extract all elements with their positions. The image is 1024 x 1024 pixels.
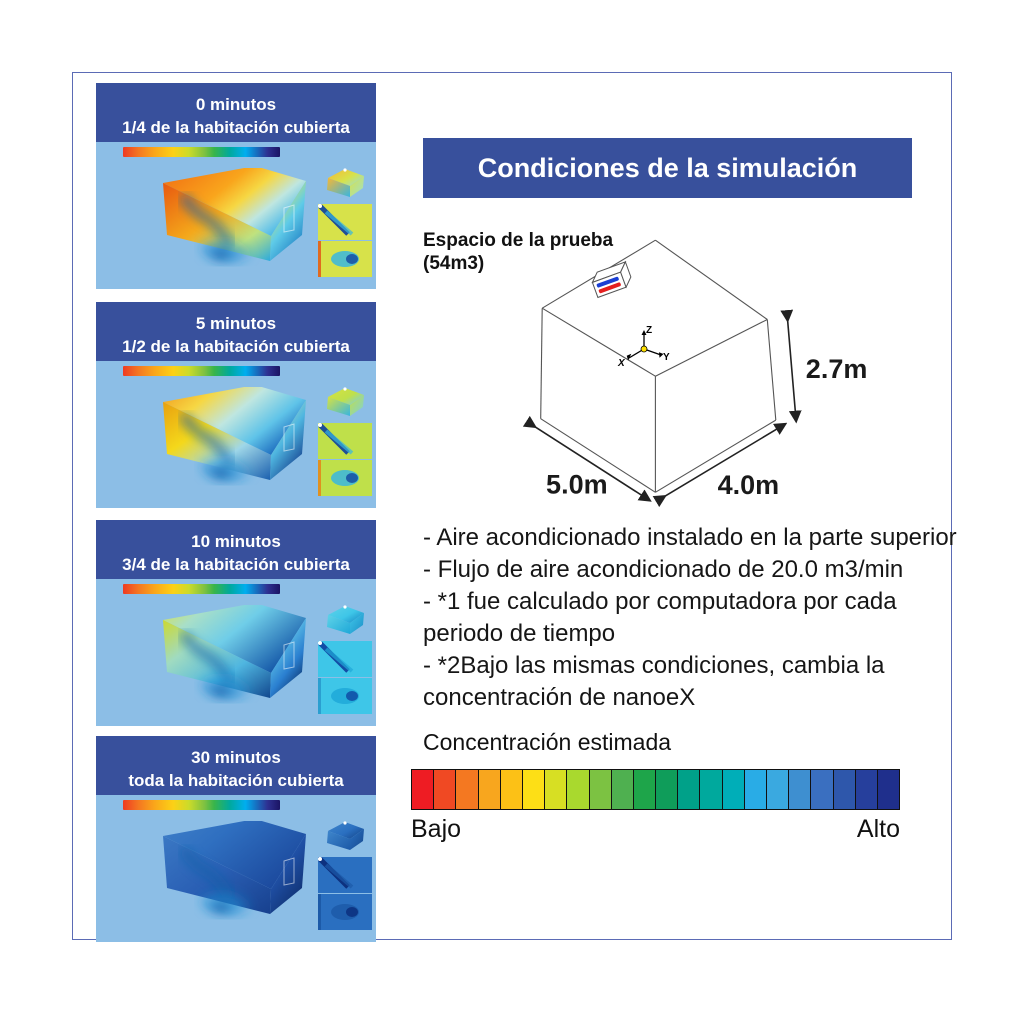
svg-text:Z: Z — [646, 325, 652, 336]
svg-text:2.7m: 2.7m — [806, 354, 868, 384]
svg-text:5.0m: 5.0m — [546, 470, 608, 500]
svg-text:Y: Y — [663, 352, 670, 363]
svg-text:X: X — [617, 358, 626, 369]
svg-text:4.0m: 4.0m — [718, 470, 780, 500]
